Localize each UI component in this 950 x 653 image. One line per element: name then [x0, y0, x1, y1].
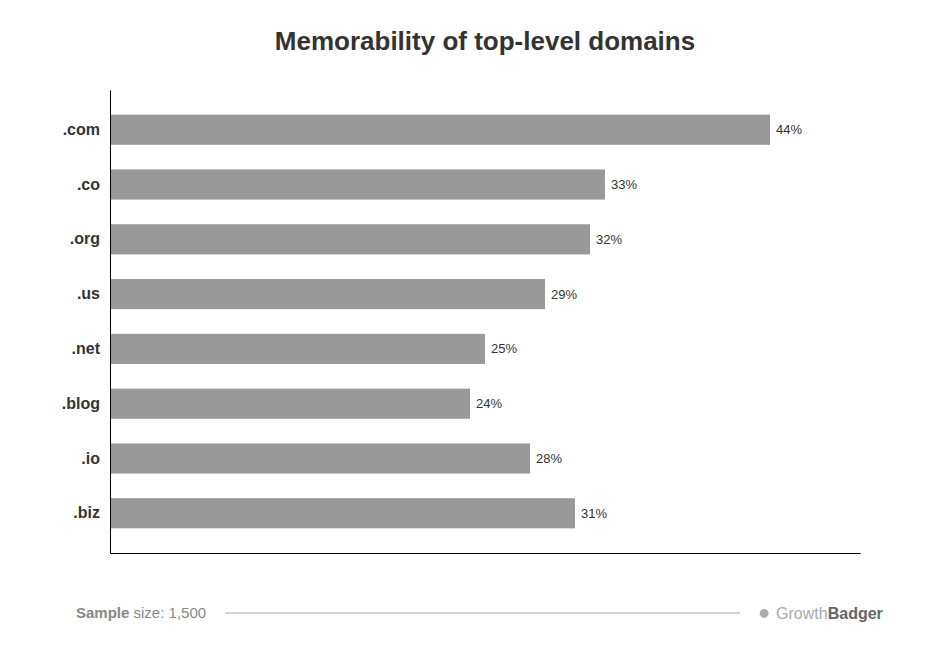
- footer-bold: Sample: [76, 604, 129, 621]
- plot: 44% 33% 32% 29% 25% 24% 28% 31% .com .co .org .us .n…: [62, 91, 861, 554]
- data-label: 29%: [551, 287, 577, 302]
- tick-label: .com: [63, 121, 100, 138]
- tick: .biz: [73, 504, 110, 521]
- title: Memorability of top-level domains: [275, 26, 695, 56]
- chart: Memorability of top-level domains 44% 33% 3…: [0, 0, 950, 653]
- bar: [110, 115, 770, 145]
- bar: [110, 498, 575, 528]
- tick-label: .us: [77, 285, 100, 302]
- tick: .com: [63, 121, 110, 138]
- footer: Sample size: 1,500 ● GrowthBadger: [76, 601, 883, 623]
- data-label: 28%: [536, 451, 562, 466]
- tick: .blog: [62, 395, 110, 412]
- bar: [110, 279, 545, 309]
- bar: [110, 169, 605, 199]
- data-label: 25%: [491, 341, 517, 356]
- bar: [110, 389, 470, 419]
- bar: [110, 443, 530, 473]
- logo-badger: Badger: [828, 605, 883, 622]
- tick: .us: [77, 285, 110, 302]
- tick-label: .blog: [62, 395, 100, 412]
- bars: [110, 115, 770, 529]
- y-axis-line: [110, 91, 111, 554]
- data-label: 32%: [596, 232, 622, 247]
- bar: [110, 224, 590, 254]
- data-label: 31%: [581, 506, 607, 521]
- logo: ● GrowthBadger: [758, 601, 883, 623]
- tick: .org: [70, 230, 110, 247]
- footer-rule: [225, 613, 740, 614]
- tick-label: .net: [72, 340, 101, 357]
- data-labels: 44% 33% 32% 29% 25% 24% 28% 31%: [476, 122, 802, 521]
- data-label: 33%: [611, 177, 637, 192]
- tick: .co: [77, 176, 110, 193]
- footer-normal: size: 1,500: [129, 604, 206, 621]
- y-axis: .com .co .org .us .net .blog .io .biz: [62, 91, 111, 554]
- bar: [110, 334, 485, 364]
- tick: .net: [72, 340, 110, 357]
- logo-growth: Growth: [776, 605, 828, 622]
- x-axis: [111, 553, 861, 554]
- data-label: 44%: [776, 122, 802, 137]
- data-label: 24%: [476, 396, 502, 411]
- footer-text: Sample size: 1,500: [76, 604, 206, 621]
- tick: .io: [81, 450, 110, 467]
- tick-label: .io: [81, 450, 100, 467]
- tick-label: .co: [77, 176, 100, 193]
- tick-label: .biz: [73, 504, 100, 521]
- logo-icon: ●: [758, 601, 770, 623]
- x-axis-line: [111, 553, 861, 554]
- tick-label: .org: [70, 230, 100, 247]
